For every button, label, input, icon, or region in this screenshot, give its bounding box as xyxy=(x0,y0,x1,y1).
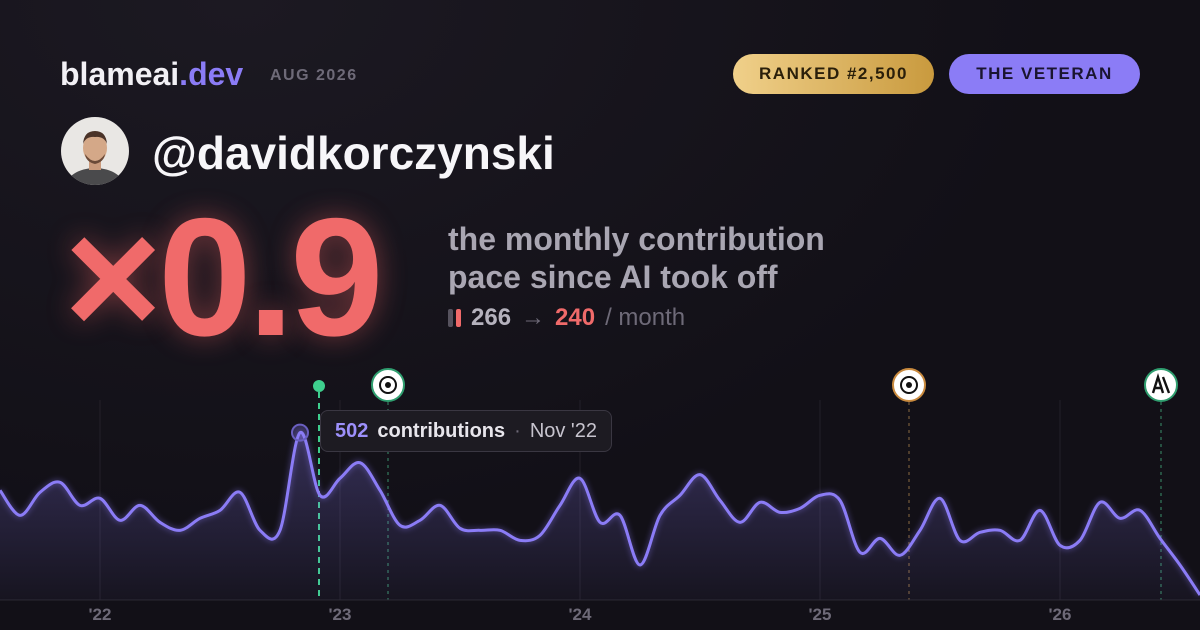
rank-pill: RANKED #2,500 xyxy=(733,54,934,94)
caption: the monthly contribution pace since AI t… xyxy=(448,220,825,296)
line xyxy=(0,431,1200,596)
pace-unit: / month xyxy=(605,304,686,331)
x-tick-label: '26 xyxy=(1049,605,1072,624)
tooltip-value: 502 xyxy=(335,420,369,442)
period: AUG 2026 xyxy=(270,67,358,84)
avatar xyxy=(61,117,129,185)
event-icon xyxy=(1144,368,1178,402)
tooltip: 502 contributions · Nov '22 xyxy=(320,410,612,452)
x-tick-label: '25 xyxy=(809,605,832,624)
x-tick-label: '22 xyxy=(89,605,112,624)
pace-arrow: → xyxy=(521,304,546,331)
handle: @davidkorczynski xyxy=(152,127,555,179)
pace-icon xyxy=(448,309,461,327)
tooltip-date: Nov '22 xyxy=(529,420,597,442)
pace-after: 240 xyxy=(555,304,596,331)
multiplier: ×0.9 xyxy=(64,183,384,371)
tooltip-label: contributions xyxy=(377,420,506,442)
brand-name: blameai xyxy=(60,56,180,92)
x-tick-label: '24 xyxy=(569,605,592,624)
event-icon xyxy=(371,368,405,402)
pace: 266 → 240 / month xyxy=(448,304,685,332)
event-dot xyxy=(313,380,325,392)
caption-line: the monthly contribution xyxy=(448,221,825,257)
brand-tld: .dev xyxy=(179,56,244,92)
area xyxy=(0,432,1200,600)
badge-pill: THE VETERAN xyxy=(949,54,1140,94)
pace-before: 266 xyxy=(471,304,512,331)
brand: blameai.dev xyxy=(60,56,243,93)
x-tick-label: '23 xyxy=(329,605,352,624)
peak-ring xyxy=(291,423,309,442)
tooltip-sep: · xyxy=(514,420,521,442)
caption-line: pace since AI took off xyxy=(448,259,778,295)
event-icon xyxy=(892,368,926,402)
